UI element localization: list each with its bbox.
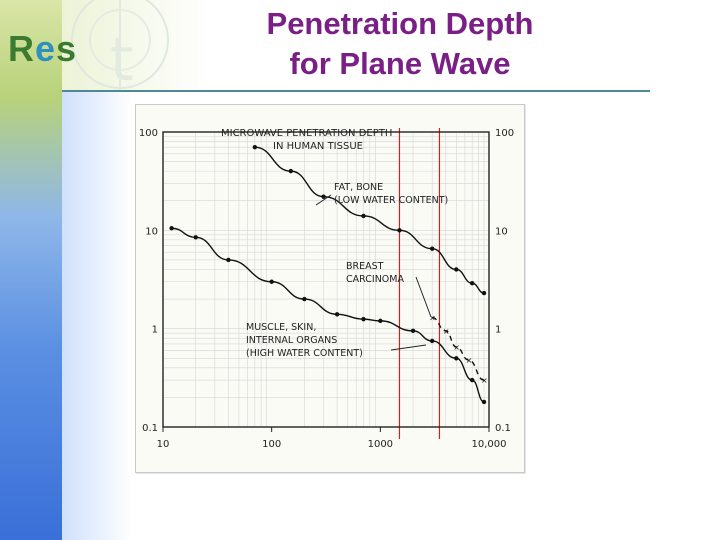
data-point (361, 213, 366, 219)
plot-border (162, 131, 490, 428)
data-point (169, 226, 174, 231)
data-point (361, 316, 366, 322)
axis-ticks: 10 100 1000 10,000 100 10 1 0.1 100 10 1 0.1 (139, 128, 514, 450)
data-point (454, 356, 459, 361)
svg-text:t: t (110, 25, 134, 95)
data-point (334, 312, 340, 317)
series-label-muscle-line2: INTERNAL ORGANS (246, 335, 337, 346)
side-gradient-fade (62, 90, 132, 540)
logo-letter-e: e (35, 28, 57, 69)
data-point (481, 290, 487, 296)
y-tick-label: 0.1 (142, 423, 158, 434)
series-line-1 (171, 227, 485, 403)
slide-title: Penetration Depth for Plane Wave (200, 4, 600, 84)
series-label-muscle-line1: MUSCLE, SKIN, (246, 322, 316, 333)
slide-title-line1: Penetration Depth (266, 6, 534, 41)
x-tick-label: 100 (262, 439, 281, 450)
series-line-2 (432, 316, 485, 381)
data-point: × (443, 327, 450, 336)
x-tick-label: 10,000 (472, 439, 507, 450)
res-logo: Res (8, 28, 77, 70)
chart-title: MICROWAVE PENETRATION DEPTH (221, 128, 392, 139)
fat-label-leader (315, 194, 332, 206)
data-point (302, 296, 307, 302)
series-label-fat-line2: (LOW WATER CONTENT) (334, 195, 448, 206)
x-tick-label: 1000 (368, 439, 393, 450)
chart-subtitle: IN HUMAN TISSUE (273, 141, 363, 152)
data-point (469, 377, 475, 383)
y-tick-label: 100 (139, 128, 158, 139)
data-point (269, 279, 274, 284)
y-tick-label: 10 (145, 226, 158, 237)
logo-letter-s: s (56, 28, 78, 69)
data-point (429, 246, 435, 251)
y-tick-label-right: 10 (495, 226, 508, 237)
y-tick-label-right: 0.1 (495, 423, 511, 434)
x-tick-label: 10 (157, 439, 170, 450)
y-tick-label-right: 100 (495, 128, 514, 139)
side-gradient-bar (0, 0, 62, 540)
data-point (454, 267, 459, 272)
data-point (226, 257, 231, 263)
data-point: × (481, 376, 488, 385)
data-point (397, 228, 402, 233)
series-label-fat-line1: FAT, BONE (334, 182, 383, 193)
series: ××××× (169, 145, 488, 405)
series-label-muscle-line3: (HIGH WATER CONTENT) (246, 348, 363, 359)
data-point (193, 235, 198, 240)
chart-frame: 10 100 1000 10,000 100 10 1 0.1 100 10 1 0.1 × × × × × … (135, 104, 525, 473)
data-point (410, 328, 416, 334)
y-tick-label: 1 (152, 325, 158, 336)
data-point (252, 145, 258, 150)
data-point: × (429, 313, 436, 322)
data-point: × (466, 356, 473, 365)
data-point (481, 399, 487, 405)
breast-label-leader (415, 276, 432, 318)
data-point (288, 168, 294, 174)
grid (163, 132, 489, 428)
logo-letter-r: R (8, 28, 35, 69)
series-label-breast-line1: BREAST (346, 261, 384, 272)
series-label-breast-line2: CARCINOMA (346, 274, 404, 285)
muscle-label-leader (390, 344, 427, 351)
y-tick-label-right: 1 (495, 325, 501, 336)
marker-lines (398, 128, 441, 439)
title-divider (62, 90, 650, 92)
slide-title-line2: for Plane Wave (289, 46, 511, 81)
data-point (469, 280, 475, 286)
data-point: × (453, 343, 460, 352)
chart-labels: MICROWAVE PENETRATION DEPTH IN HUMAN TIS… (221, 128, 448, 359)
data-point (429, 338, 435, 344)
data-point (378, 318, 383, 324)
data-point (321, 194, 326, 199)
compass-watermark-icon: t (71, 0, 169, 95)
